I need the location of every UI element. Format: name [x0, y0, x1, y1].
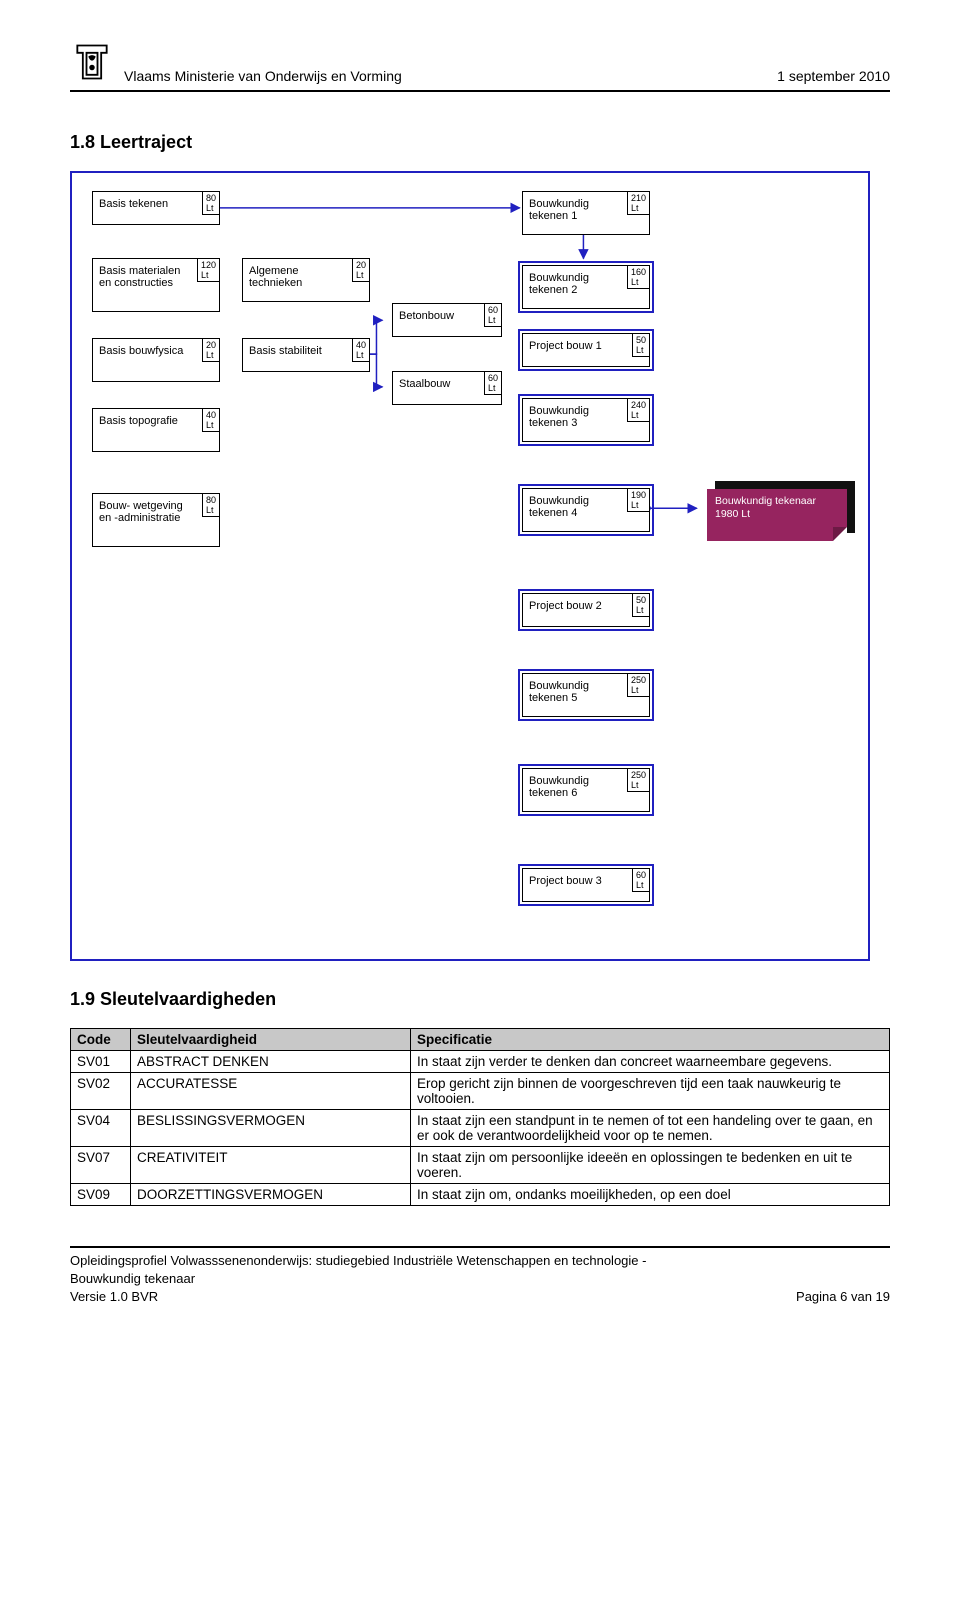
module-lt: 60 Lt	[484, 372, 501, 395]
certificate: Bouwkundig tekenaar1980 Lt	[707, 489, 847, 541]
module-basis-stabiliteit: 40 LtBasis stabiliteit	[242, 338, 370, 372]
module-label: Bouwkundig tekenen 1	[529, 198, 643, 222]
table-row: SV02ACCURATESSEErop gericht zijn binnen …	[71, 1073, 890, 1110]
module-bouw-wetgeving: 80 LtBouw- wetgeving en -administratie	[92, 493, 220, 547]
module-bouwkundig-5: 250 LtBouwkundig tekenen 5	[522, 673, 650, 717]
module-label: Betonbouw	[399, 310, 495, 322]
cell-name: CREATIVITEIT	[131, 1147, 411, 1184]
module-project-bouw-2: 50 LtProject bouw 2	[522, 593, 650, 627]
module-label: Project bouw 3	[529, 875, 643, 887]
module-basis-topografie: 40 LtBasis topografie	[92, 408, 220, 452]
module-lt: 250 Lt	[627, 769, 649, 792]
module-label: Bouw- wetgeving en -administratie	[99, 500, 213, 524]
module-label: Project bouw 1	[529, 340, 643, 352]
table-header-row: Code Sleutelvaardigheid Specificatie	[71, 1029, 890, 1051]
module-label: Bouwkundig tekenen 3	[529, 405, 643, 429]
certificate-title: Bouwkundig tekenaar	[715, 495, 839, 508]
cell-name: DOORZETTINGSVERMOGEN	[131, 1184, 411, 1206]
cell-code: SV04	[71, 1110, 131, 1147]
module-label: Staalbouw	[399, 378, 495, 390]
module-label: Bouwkundig tekenen 6	[529, 775, 643, 799]
module-bouwkundig-4: 190 LtBouwkundig tekenen 4	[522, 488, 650, 532]
cell-spec: In staat zijn verder te denken dan concr…	[411, 1051, 890, 1073]
module-label: Basis materialen en constructies	[99, 265, 213, 289]
cell-spec: In staat zijn om, ondanks moeilijkheden,…	[411, 1184, 890, 1206]
cell-spec: Erop gericht zijn binnen de voorgeschrev…	[411, 1073, 890, 1110]
header-divider	[70, 90, 890, 92]
module-lt: 80 Lt	[202, 494, 219, 517]
module-lt: 60 Lt	[632, 869, 649, 892]
module-betonbouw: 60 LtBetonbouw	[392, 303, 502, 337]
header-org: Vlaams Ministerie van Onderwijs en Vormi…	[124, 68, 402, 84]
module-label: Bouwkundig tekenen 5	[529, 680, 643, 704]
cell-code: SV02	[71, 1073, 131, 1110]
cell-spec: In staat zijn om persoonlijke ideeën en …	[411, 1147, 890, 1184]
module-lt: 250 Lt	[627, 674, 649, 697]
certificate-lt: 1980 Lt	[715, 508, 839, 521]
module-basis-tekenen: 80 LtBasis tekenen	[92, 191, 220, 225]
cell-name: ABSTRACT DENKEN	[131, 1051, 411, 1073]
module-lt: 60 Lt	[484, 304, 501, 327]
footer-page: Pagina 6 van 19	[796, 1288, 890, 1306]
section-1-9: 1.9 Sleutelvaardigheden	[70, 989, 890, 1010]
table-row: SV07CREATIVITEITIn staat zijn om persoon…	[71, 1147, 890, 1184]
cell-name: ACCURATESSE	[131, 1073, 411, 1110]
footer-line2: Bouwkundig tekenaar	[70, 1270, 890, 1288]
module-lt: 120 Lt	[197, 259, 219, 282]
module-label: Basis tekenen	[99, 198, 213, 210]
module-lt: 40 Lt	[352, 339, 369, 362]
sleutelvaardigheden-table: Code Sleutelvaardigheid Specificatie SV0…	[70, 1028, 890, 1206]
table-row: SV04BESLISSINGSVERMOGENIn staat zijn een…	[71, 1110, 890, 1147]
module-lt: 160 Lt	[627, 266, 649, 289]
module-lt: 50 Lt	[632, 334, 649, 357]
cell-code: SV01	[71, 1051, 131, 1073]
module-project-bouw-1: 50 LtProject bouw 1	[522, 333, 650, 367]
module-label: Basis topografie	[99, 415, 213, 427]
module-bouwkundig-3: 240 LtBouwkundig tekenen 3	[522, 398, 650, 442]
cell-code: SV09	[71, 1184, 131, 1206]
footer-line1: Opleidingsprofiel Volwasssenenonderwijs:…	[70, 1246, 890, 1270]
module-basis-materialen: 120 LtBasis materialen en constructies	[92, 258, 220, 312]
th-spec: Specificatie	[411, 1029, 890, 1051]
module-lt: 50 Lt	[632, 594, 649, 617]
module-label: Basis stabiliteit	[249, 345, 363, 357]
module-label: Algemene technieken	[249, 265, 363, 289]
th-code: Code	[71, 1029, 131, 1051]
table-row: SV01ABSTRACT DENKENIn staat zijn verder …	[71, 1051, 890, 1073]
module-lt: 240 Lt	[627, 399, 649, 422]
module-staalbouw: 60 LtStaalbouw	[392, 371, 502, 405]
module-lt: 40 Lt	[202, 409, 219, 432]
module-basis-bouwfysica: 20 LtBasis bouwfysica	[92, 338, 220, 382]
module-project-bouw-3: 60 LtProject bouw 3	[522, 868, 650, 902]
cell-name: BESLISSINGSVERMOGEN	[131, 1110, 411, 1147]
section-1-8: 1.8 Leertraject	[70, 132, 890, 153]
crest-icon	[70, 40, 114, 84]
cell-code: SV07	[71, 1147, 131, 1184]
module-lt: 20 Lt	[352, 259, 369, 282]
module-algemene-technieken: 20 LtAlgemene technieken	[242, 258, 370, 302]
module-lt: 20 Lt	[202, 339, 219, 362]
footer-version: Versie 1.0 BVR	[70, 1288, 158, 1306]
module-label: Project bouw 2	[529, 600, 643, 612]
module-bouwkundig-1: 210 LtBouwkundig tekenen 1	[522, 191, 650, 235]
module-lt: 190 Lt	[627, 489, 649, 512]
leertraject-diagram: 80 LtBasis tekenen120 LtBasis materialen…	[70, 171, 870, 961]
module-label: Basis bouwfysica	[99, 345, 213, 357]
cell-spec: In staat zijn een standpunt in te nemen …	[411, 1110, 890, 1147]
module-bouwkundig-6: 250 LtBouwkundig tekenen 6	[522, 768, 650, 812]
module-lt: 210 Lt	[627, 192, 649, 215]
module-bouwkundig-2: 160 LtBouwkundig tekenen 2	[522, 265, 650, 309]
module-label: Bouwkundig tekenen 2	[529, 272, 643, 296]
th-name: Sleutelvaardigheid	[131, 1029, 411, 1051]
header-date: 1 september 2010	[777, 68, 890, 84]
table-row: SV09DOORZETTINGSVERMOGENIn staat zijn om…	[71, 1184, 890, 1206]
module-lt: 80 Lt	[202, 192, 219, 215]
module-label: Bouwkundig tekenen 4	[529, 495, 643, 519]
